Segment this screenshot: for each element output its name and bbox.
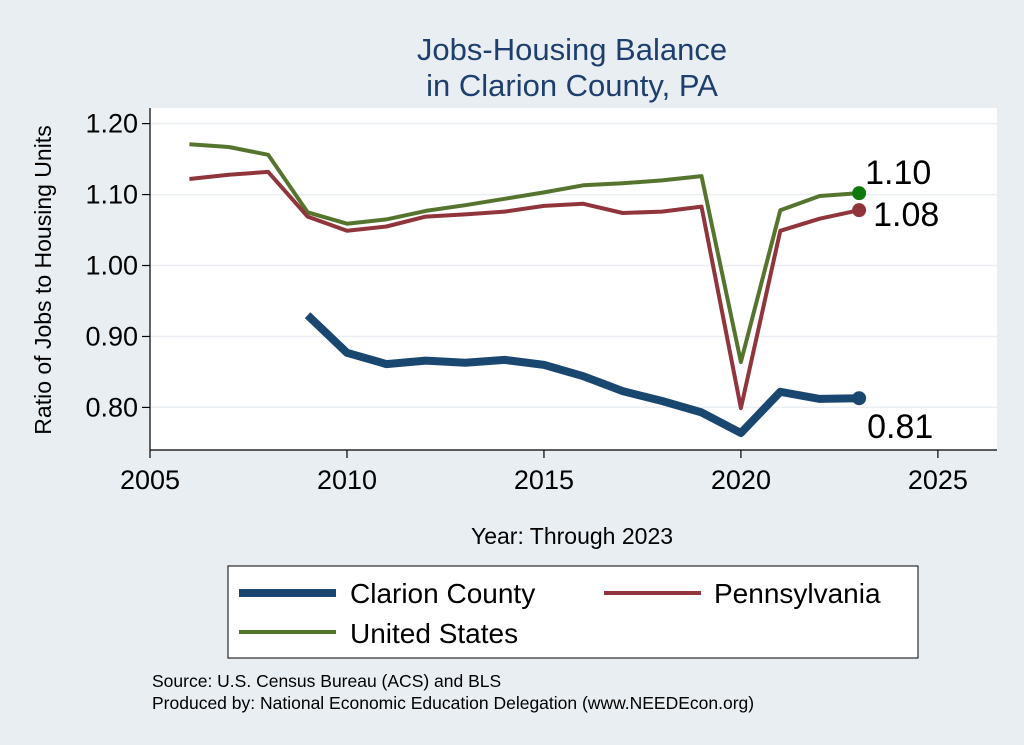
x-tick-label-2025: 2025 [908, 465, 968, 495]
y-tick-label-1-00: 1.00 [85, 251, 138, 281]
legend-label-clarion-county: Clarion County [350, 578, 535, 609]
x-tick-label-2005: 2005 [120, 465, 180, 495]
series-line-pennsylvania [189, 169, 860, 411]
series-line-united-states [189, 142, 860, 364]
legend-box [227, 565, 919, 659]
chart-title-line-1: Jobs-Housing Balance [417, 32, 727, 67]
y-tick-label-0-80: 0.80 [85, 392, 138, 422]
end-label-pennsylvania: 1.08 [873, 196, 939, 234]
grid-lines [150, 122, 997, 409]
series-lines [189, 142, 860, 437]
series-line-clarion-county [304, 312, 860, 437]
legend-label-united-states: United States [350, 618, 518, 649]
legend: Clarion County Pennsylvania United State… [227, 565, 919, 659]
end-label-united-states: 1.10 [865, 154, 931, 192]
source-note: Source: U.S. Census Bureau (ACS) and BLS [152, 671, 501, 691]
y-tick-label-1-10: 1.10 [85, 180, 138, 210]
y-axis-ticks: 0.80 0.90 1.00 1.10 1.20 [85, 109, 150, 422]
y-axis-title: Ratio of Jobs to Housing Units [30, 125, 56, 434]
end-markers [852, 186, 867, 406]
x-tick-label-2020: 2020 [711, 465, 771, 495]
x-tick-label-2010: 2010 [317, 465, 377, 495]
x-axis-title: Year: Through 2023 [471, 523, 673, 549]
y-tick-label-1-20: 1.20 [85, 109, 138, 139]
end-label-clarion-county: 0.81 [867, 408, 933, 446]
x-axis-ticks: 2005 2010 2015 2020 2025 [120, 450, 968, 495]
end-marker-clarion-county [852, 391, 867, 406]
legend-label-pennsylvania: Pennsylvania [714, 578, 881, 609]
y-tick-label-0-90: 0.90 [85, 321, 138, 351]
x-tick-label-2015: 2015 [514, 465, 574, 495]
producer-note: Produced by: National Economic Education… [152, 693, 754, 713]
end-labels: 0.81 1.08 1.10 [865, 154, 939, 446]
chart-title-line-2: in Clarion County, PA [426, 68, 718, 103]
end-marker-pennsylvania [852, 203, 867, 218]
end-marker-united-states [852, 186, 867, 201]
